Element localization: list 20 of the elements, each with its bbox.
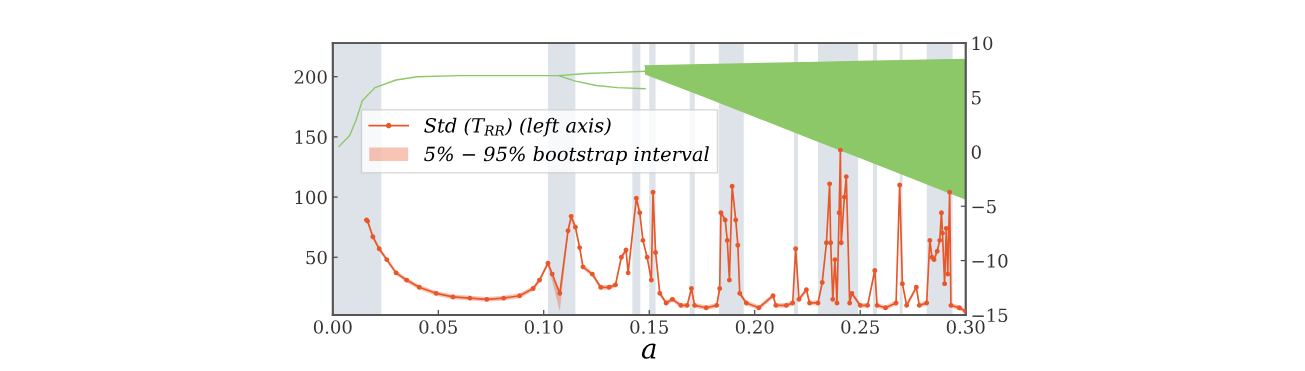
y2-tick-label: −5 <box>972 199 996 214</box>
y-tick-label: 50 <box>306 250 327 265</box>
x-tick-label: 0.05 <box>419 320 457 334</box>
x-tick-label: 0.15 <box>630 320 668 334</box>
y-tick-label: 100 <box>295 190 327 205</box>
x-tick-label: 0.30 <box>946 320 985 334</box>
x-tick-label: 0.10 <box>524 320 563 334</box>
y2-tick-label: −10 <box>972 254 1008 268</box>
x-axis-title: a <box>641 343 656 359</box>
x-tick-label: 0.20 <box>735 320 774 334</box>
legend-label: Std (T$_{RR}$) (left axis) <box>424 117 611 137</box>
annotation: 5% − 95% bootstrap interval <box>424 146 709 166</box>
y-tick-label: 200 <box>294 70 327 84</box>
x-tick-label: 0.00 <box>313 320 352 334</box>
x-tick-label: 0.25 <box>841 320 879 334</box>
y2-tick-label: −15 <box>972 308 1008 323</box>
y-tick-label: 150 <box>295 130 327 145</box>
y2-tick-label: 10 <box>972 36 993 51</box>
y2-tick-label: 5 <box>972 91 981 105</box>
y2-tick-label: 0 <box>971 145 981 159</box>
